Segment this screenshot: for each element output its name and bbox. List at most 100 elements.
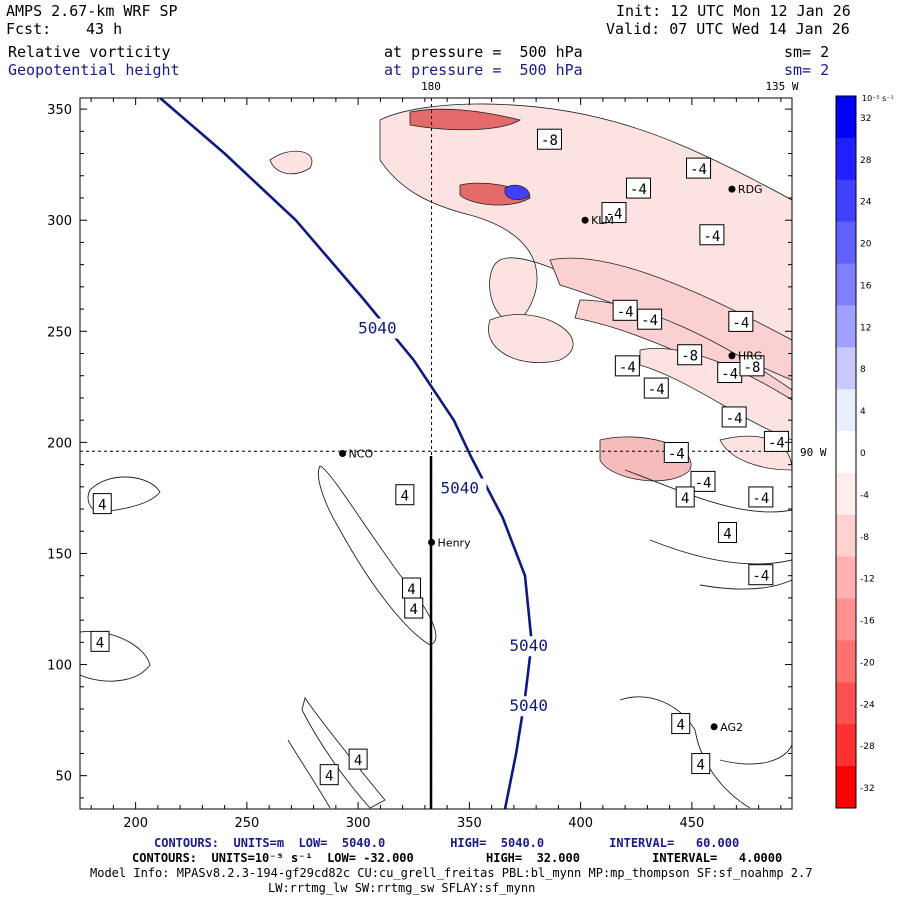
colorbar-swatch [836, 96, 856, 139]
vorticity-labels: -8 -4 -4 -4 -4 -4 -4 -4 -8 -4 -4 -4 -8 -4 -4 -4 -4 4 -4 4 -4… [90, 128, 789, 786]
vorticity-contour-label: -4 [606, 207, 623, 223]
vorticity-contour-label: -8 [541, 133, 558, 149]
vorticity-label-box [643, 377, 669, 399]
colorbar-swatch [836, 556, 856, 600]
vorticity-contour-c [80, 630, 151, 682]
colorbar-level-label: 12 [860, 323, 871, 333]
forecast-value: 43 h [86, 20, 123, 38]
vorticity-positive-patch [504, 184, 531, 200]
vorticity-contour-a [87, 476, 161, 513]
station-marker [710, 723, 718, 731]
y-tick-label: 150 [47, 547, 72, 562]
height-contour-label: 5040 [358, 319, 397, 338]
vorticity-contour-label: -4 [668, 447, 685, 463]
colorbar-level-label: -4 [860, 491, 869, 501]
colorbar-swatch [836, 263, 856, 306]
colorbar-frame [835, 95, 857, 809]
station-marker [428, 538, 436, 546]
vorticity-contour-i [699, 579, 792, 590]
station-marker [728, 352, 736, 360]
vorticity-contour-label: 4 [681, 491, 689, 507]
plot-frame [79, 97, 793, 810]
vorticity-contour-label: 4 [401, 489, 409, 505]
x-tick-label: 450 [679, 816, 704, 831]
colorbar-swatch [836, 347, 856, 390]
vorticity-contour-label: -4 [641, 313, 658, 329]
y-tick-label: 50 [55, 770, 72, 785]
colorbar-level-label: 32 [860, 114, 871, 124]
vorticity-label-box [721, 406, 747, 428]
height-label-bg [507, 636, 556, 657]
vorticity-contour-label: -4 [752, 569, 769, 585]
height-contour-label: 5040 [440, 478, 479, 497]
colorbar-swatch [836, 431, 856, 474]
vorticity-contour-label: -4 [695, 475, 712, 491]
vorticity-contour-label: -4 [617, 304, 634, 320]
vorticity-label-box [677, 344, 703, 366]
vorticity-contour-label: 4 [96, 635, 104, 651]
colorbar-swatch [836, 514, 856, 558]
colorbar-level-label: -16 [860, 617, 875, 627]
vorticity-label-box [748, 564, 774, 586]
colorbar-level-label: 8 [860, 365, 866, 375]
vorticity-label-box [404, 597, 424, 619]
vorticity-label-box [395, 484, 415, 506]
x-tick-label: 200 [123, 816, 148, 831]
vorticity-label-box [663, 442, 689, 463]
vorticity-label-box [348, 748, 368, 770]
vorticity-label-box [748, 486, 774, 508]
field1-level: at pressure = 500 hPa [384, 43, 583, 61]
y-tick-label: 250 [47, 325, 72, 340]
vorticity-label-box [739, 355, 765, 377]
vorticity-label-box [699, 224, 725, 246]
station-name: NCO [349, 448, 374, 461]
station-name: AG2 [720, 721, 743, 734]
colorbar-level-label: -8 [860, 533, 869, 543]
field1-smoothing: sm= 2 [784, 43, 830, 61]
vorticity-contour-label: -4 [648, 382, 665, 398]
colorbar-swatch [836, 598, 856, 641]
vorticity-contour-d [301, 696, 386, 809]
field2-name: Geopotential height [8, 61, 180, 79]
height-labels: 5040 5040 5040 5040 [356, 318, 556, 717]
vorticity-contour-label: -4 [619, 360, 636, 376]
station-marker [728, 185, 736, 193]
colorbar-level-label: 20 [860, 240, 872, 250]
vorticity-contour-j [719, 744, 792, 765]
colorbar-swatch [836, 137, 856, 181]
colorbar-swatch [836, 766, 856, 809]
colorbar-swatch [836, 389, 856, 432]
vorticity-negative-patch-1 [488, 314, 574, 363]
vorticity-label-box [690, 470, 716, 492]
vorticity-positive-outlines [80, 465, 792, 809]
x-tick-label: 300 [346, 816, 371, 831]
vorticity-label-box [536, 128, 562, 150]
vorticity-label-box [763, 430, 789, 452]
vorticity-contour-label: -4 [732, 315, 749, 331]
height-label-bg [356, 318, 405, 339]
footer-model-physics: LW:rrtmg_lw SW:rrtmg_sw SFLAY:sf_mynn [268, 881, 536, 895]
stations: NCO Henry KLM RDG HRG AG2 [339, 183, 763, 734]
height-label-bg [507, 696, 556, 717]
colorbar-swatch [836, 682, 856, 725]
field1-name: Relative vorticity [8, 43, 171, 61]
colorbar-level-label: 4 [860, 407, 866, 417]
colorbar-level-label: 16 [860, 281, 872, 291]
height-label-bg [438, 478, 487, 499]
vorticity-contour-label: 4 [723, 526, 731, 542]
colorbar-swatch [836, 305, 856, 348]
vorticity-contour-label: 4 [325, 769, 333, 785]
vorticity-label-box [614, 355, 640, 377]
vorticity-contour-label: 4 [354, 753, 362, 769]
lon-90w-label: 90 W [800, 446, 827, 459]
vorticity-contour-label: -8 [681, 349, 698, 365]
colorbar-level-label: 28 [860, 156, 872, 166]
station-name: HRG [738, 350, 762, 363]
axes: 200 250 300 350 400 450 50 100 150 200 250 300 350 [47, 98, 792, 831]
colorbar-level-label: 0 [860, 449, 866, 459]
vorticity-contour-label: 4 [407, 582, 415, 598]
footer-height-contours: CONTOURS: UNITS=m LOW= 5040.0 HIGH= 5040… [154, 836, 740, 850]
vorticity-label-box [601, 202, 627, 224]
colorbar-units: 10⁻⁵ s⁻¹ [862, 94, 894, 103]
vorticity-fill-areas [269, 103, 792, 482]
